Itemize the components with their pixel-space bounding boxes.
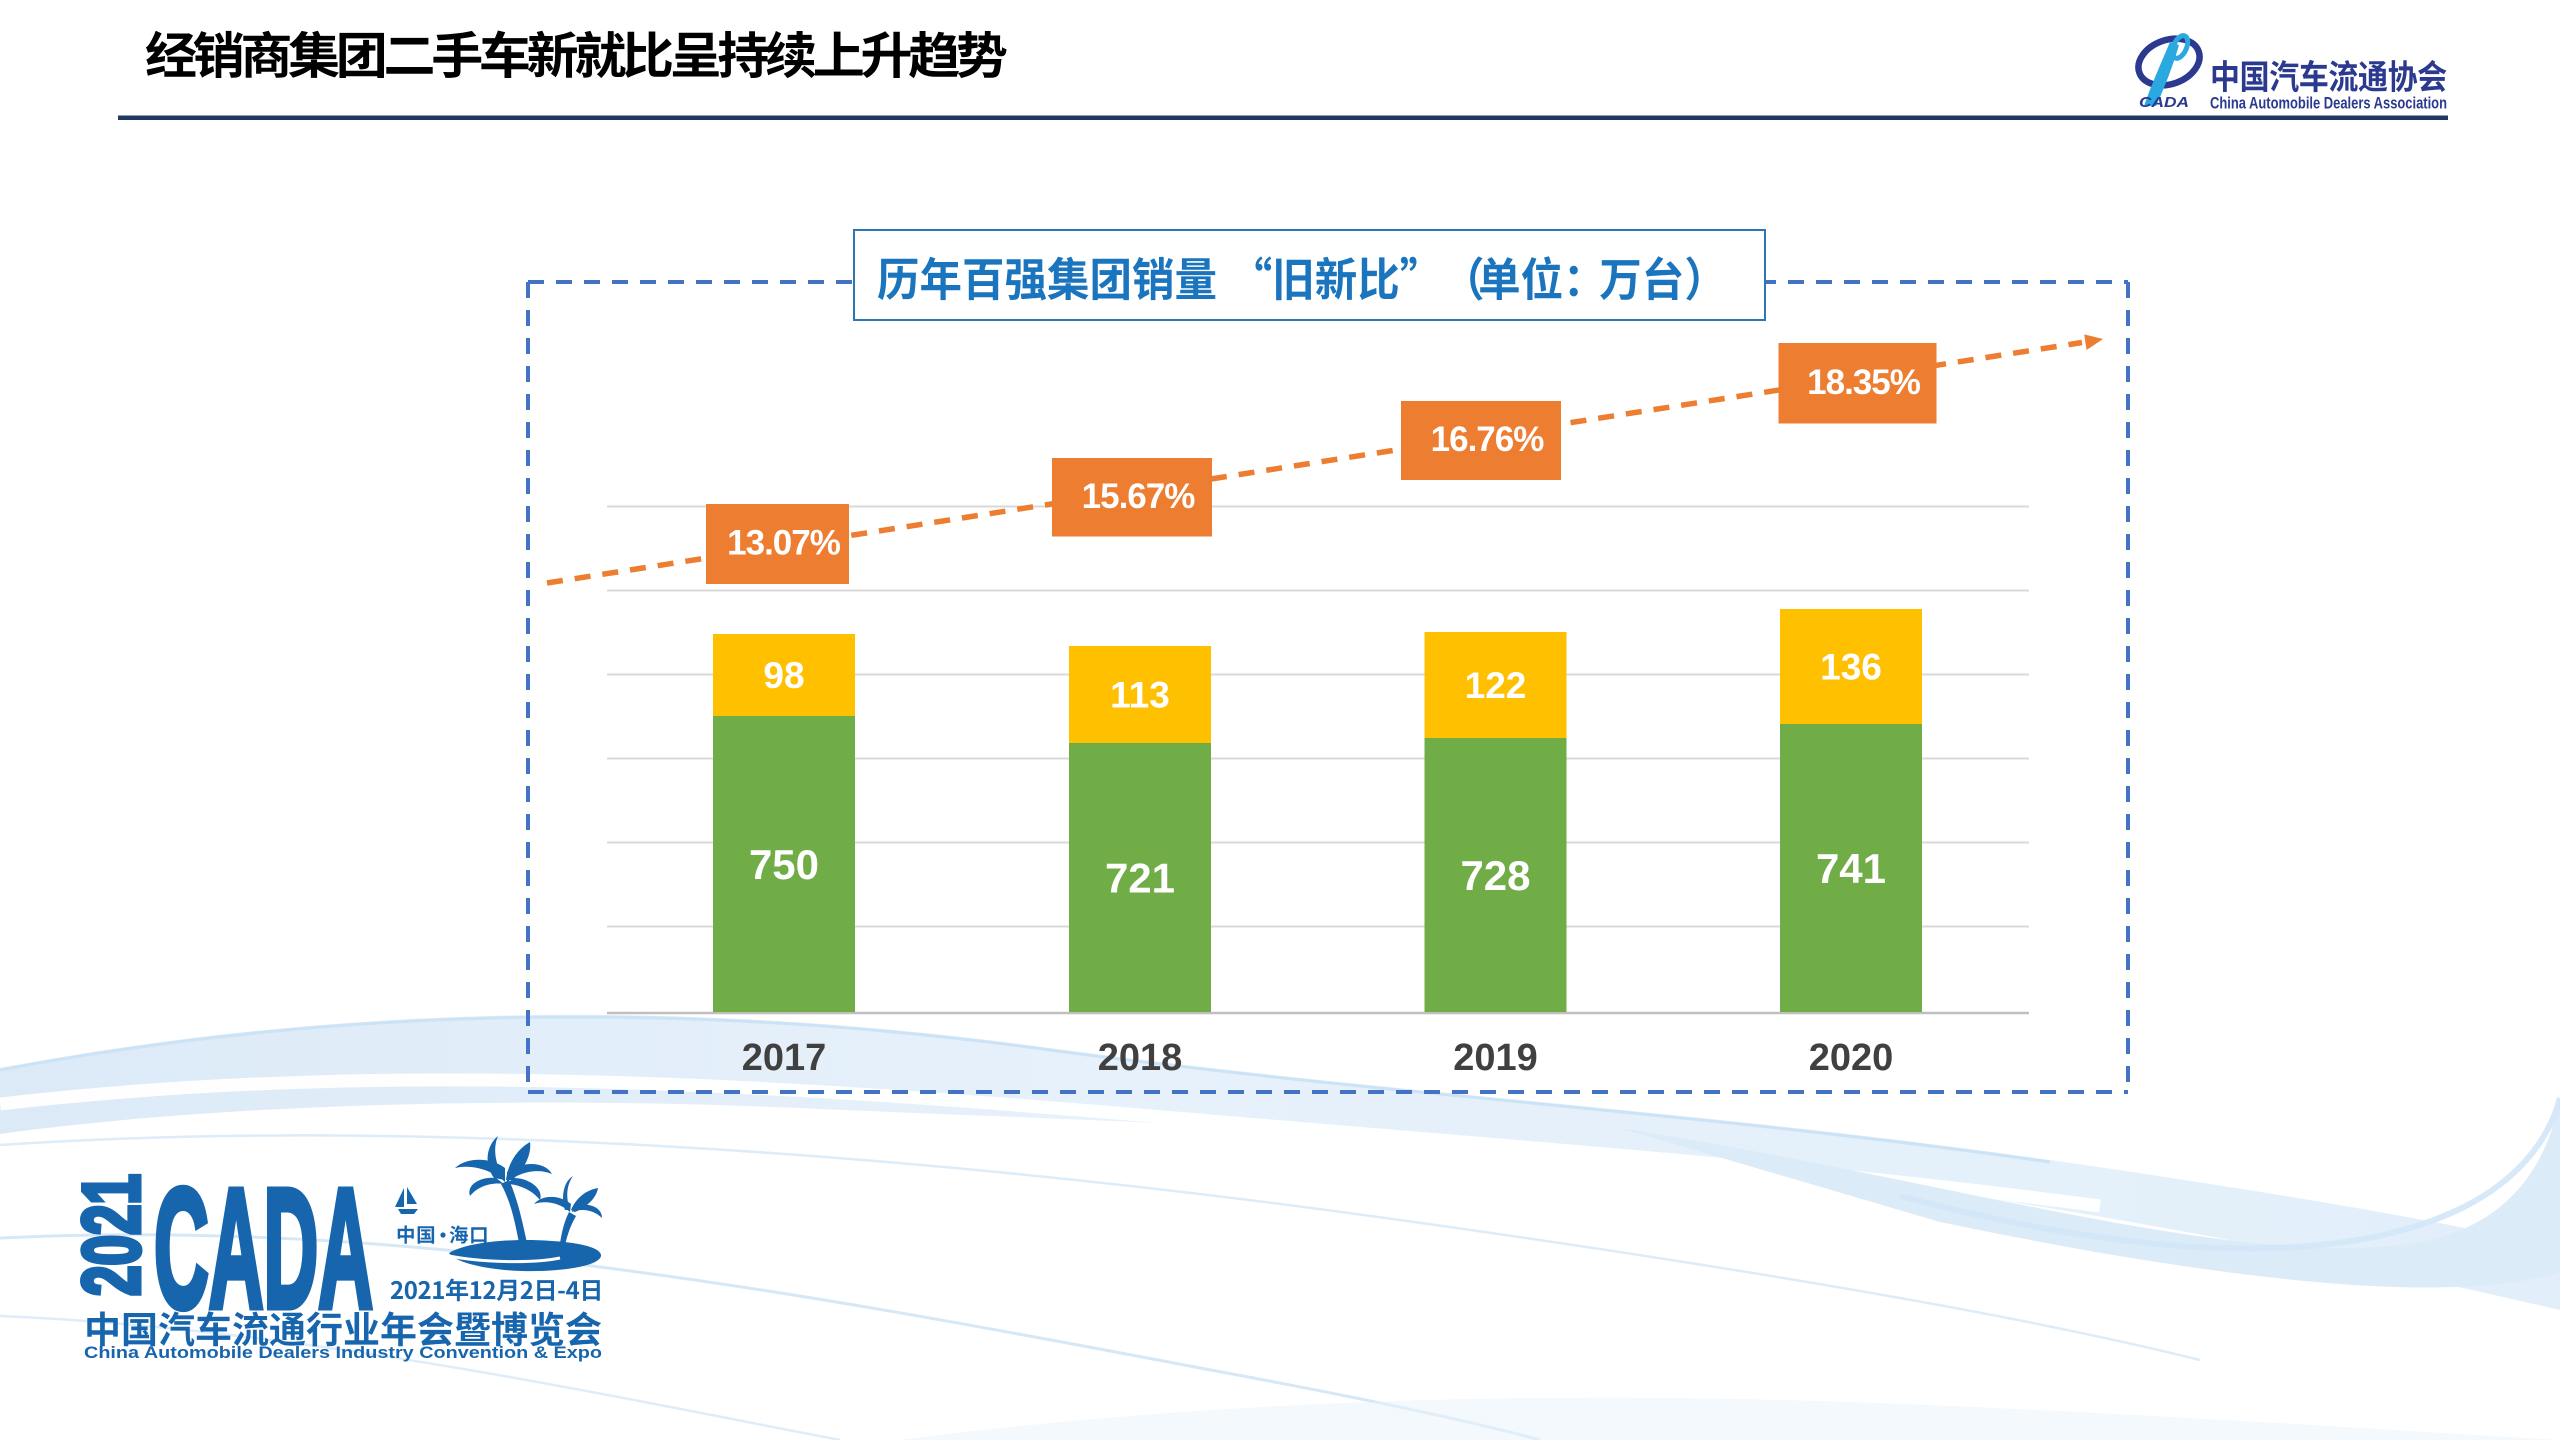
svg-text:721: 721 (1105, 855, 1175, 902)
svg-text:2021: 2021 (67, 1174, 157, 1296)
svg-text:136: 136 (1820, 647, 1882, 688)
svg-text:98: 98 (763, 655, 804, 696)
svg-text:2020: 2020 (1809, 1037, 1894, 1079)
svg-text:CADA: CADA (2139, 94, 2189, 111)
svg-text:122: 122 (1465, 665, 1527, 706)
svg-text:2019: 2019 (1453, 1037, 1538, 1079)
svg-text:113: 113 (1110, 675, 1170, 716)
svg-text:2018: 2018 (1098, 1037, 1183, 1079)
svg-text:China Automobile Dealers Assoc: China Automobile Dealers Association (2210, 94, 2447, 113)
svg-text:15.67%: 15.67% (1082, 477, 1196, 516)
svg-text:2017: 2017 (742, 1037, 827, 1079)
svg-text:13.07%: 13.07% (727, 524, 841, 563)
svg-text:741: 741 (1816, 845, 1886, 892)
svg-text:728: 728 (1460, 852, 1530, 899)
svg-text:750: 750 (749, 841, 819, 888)
svg-text:18.35%: 18.35% (1807, 363, 1921, 402)
svg-text:China Automobile Dealers Indus: China Automobile Dealers Industry Conven… (84, 1343, 602, 1362)
svg-text:16.76%: 16.76% (1431, 420, 1545, 459)
